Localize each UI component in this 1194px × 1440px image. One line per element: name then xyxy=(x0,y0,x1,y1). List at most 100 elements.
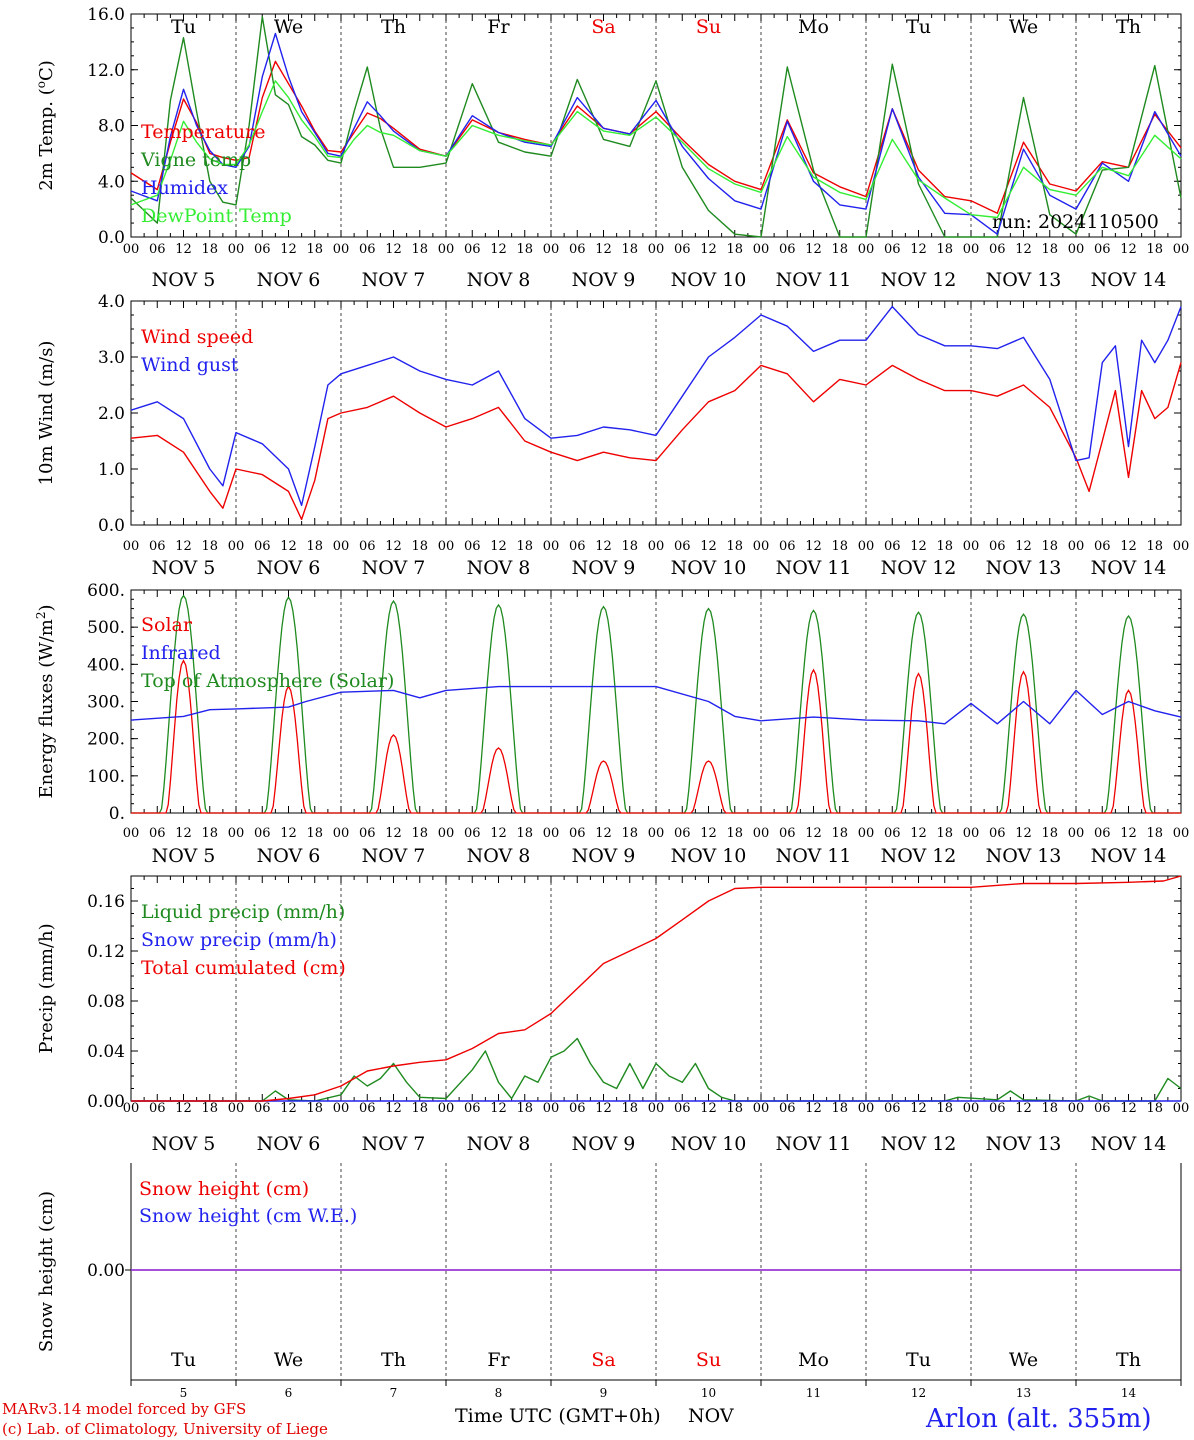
hour-tick-label: 12 xyxy=(1120,539,1137,554)
hour-tick-label: 12 xyxy=(805,539,822,554)
hour-tick-label: 18 xyxy=(411,539,428,554)
hour-tick-label: 06 xyxy=(464,1101,481,1116)
run-annotation: run: 2024110500 xyxy=(992,211,1159,233)
hour-tick-label: 00 xyxy=(648,242,665,257)
hour-tick-label: 18 xyxy=(1146,826,1163,841)
y-tick-label: 12.0 xyxy=(87,61,125,81)
hour-tick-label: 12 xyxy=(280,1101,297,1116)
y-tick-label: 2.0 xyxy=(98,404,125,424)
hour-tick-label: 06 xyxy=(359,1101,376,1116)
hour-tick-label: 00 xyxy=(438,1101,455,1116)
hour-tick-label: 12 xyxy=(700,539,717,554)
hour-tick-label: 00 xyxy=(228,826,245,841)
date-label: NOV 6 xyxy=(257,1133,321,1155)
y-tick-label: 8.0 xyxy=(98,117,125,137)
hour-tick-label: 06 xyxy=(569,242,586,257)
legend-entry: Wind speed xyxy=(141,326,253,348)
hour-tick-label: 18 xyxy=(1041,1101,1058,1116)
date-label: NOV 12 xyxy=(881,845,957,867)
hour-tick-label: 00 xyxy=(543,242,560,257)
legend-entry: Wind gust xyxy=(141,354,239,376)
date-label: NOV 14 xyxy=(1091,557,1167,579)
y-tick-label: 0.08 xyxy=(87,992,125,1012)
y-axis-label: Precip (mm/h) xyxy=(36,923,57,1053)
day-number-label: 14 xyxy=(1121,1386,1137,1400)
hour-tick-label: 12 xyxy=(385,539,402,554)
hour-tick-label: 12 xyxy=(805,242,822,257)
hour-tick-label: 00 xyxy=(333,826,350,841)
y-tick-label: 400. xyxy=(87,655,125,675)
date-label: NOV 10 xyxy=(671,269,747,291)
hour-tick-label: 18 xyxy=(201,539,218,554)
y-tick-label: 0.00 xyxy=(87,1261,125,1281)
day-number-label: 12 xyxy=(911,1386,926,1400)
hour-tick-label: 12 xyxy=(385,242,402,257)
hour-tick-label: 12 xyxy=(595,242,612,257)
legend-entry: Snow precip (mm/h) xyxy=(141,929,337,951)
hour-tick-label: 06 xyxy=(254,242,271,257)
series-liquid-precip-mm-h- xyxy=(131,1037,1182,1102)
hour-tick-label: 18 xyxy=(1041,826,1058,841)
hour-tick-label: 12 xyxy=(910,539,927,554)
hour-tick-label: 00 xyxy=(963,242,980,257)
hour-tick-label: 00 xyxy=(543,1101,560,1116)
hour-tick-label: 00 xyxy=(648,826,665,841)
y-axis-label: Snow height (cm) xyxy=(36,1191,57,1352)
series-dewpoint-temp xyxy=(130,80,1182,219)
hour-tick-label: 00 xyxy=(1068,242,1085,257)
x-axis-label: Time UTC (GMT+0h) xyxy=(455,1405,661,1427)
date-label: NOV 9 xyxy=(572,557,636,579)
hour-tick-label: 06 xyxy=(149,242,166,257)
date-label: NOV 5 xyxy=(152,269,216,291)
weekday-label: Th xyxy=(1116,16,1141,38)
hour-tick-label: 18 xyxy=(621,1101,638,1116)
model-credit: MARv3.14 model forced by GFS xyxy=(2,1400,247,1418)
weekday-label: Tu xyxy=(906,1349,931,1371)
weekday-label: We xyxy=(274,16,303,38)
hour-tick-label: 12 xyxy=(1120,826,1137,841)
hour-tick-label: 00 xyxy=(963,539,980,554)
hour-tick-label: 06 xyxy=(1094,1101,1111,1116)
hour-tick-label: 18 xyxy=(621,539,638,554)
hour-tick-label: 06 xyxy=(464,539,481,554)
legend-entry: Snow height (cm W.E.) xyxy=(139,1205,357,1227)
legend-entry: Total cumulated (cm) xyxy=(141,957,346,979)
date-label: NOV 13 xyxy=(986,1133,1062,1155)
y-axis-label: Energy fluxes (W/m2) xyxy=(34,604,57,798)
hour-tick-label: 06 xyxy=(254,826,271,841)
hour-tick-label: 00 xyxy=(123,242,140,257)
hour-tick-label: 18 xyxy=(411,242,428,257)
hour-tick-label: 00 xyxy=(543,539,560,554)
hour-tick-label: 18 xyxy=(1041,539,1058,554)
y-axis-label: 2m Temp. (oC) xyxy=(34,60,57,191)
hour-tick-label: 00 xyxy=(123,1101,140,1116)
hour-tick-label: 00 xyxy=(228,242,245,257)
hour-tick-label: 06 xyxy=(1094,826,1111,841)
hour-tick-label: 06 xyxy=(779,1101,796,1116)
day-number-label: 13 xyxy=(1016,1386,1031,1400)
y-tick-label: 0.0 xyxy=(98,228,125,248)
series-solar xyxy=(131,659,1181,814)
y-tick-label: 500. xyxy=(87,618,125,638)
hour-tick-label: 12 xyxy=(1120,1101,1137,1116)
hour-tick-label: 06 xyxy=(149,1101,166,1116)
hour-tick-label: 18 xyxy=(831,1101,848,1116)
hour-tick-label: 06 xyxy=(569,826,586,841)
hour-tick-label: 06 xyxy=(989,242,1006,257)
date-label: NOV 12 xyxy=(881,557,957,579)
weekday-label: Fr xyxy=(487,16,510,38)
weekday-label: Sa xyxy=(591,16,615,38)
hour-tick-label: 12 xyxy=(175,826,192,841)
hour-tick-label: 06 xyxy=(779,242,796,257)
hour-tick-label: 18 xyxy=(621,826,638,841)
y-tick-label: 100. xyxy=(87,767,125,787)
hour-tick-label: 00 xyxy=(1173,539,1190,554)
hour-tick-label: 06 xyxy=(149,826,166,841)
series-infrared xyxy=(130,685,1182,725)
date-label: NOV 11 xyxy=(776,1133,852,1155)
date-label: NOV 11 xyxy=(776,845,852,867)
hour-tick-label: 06 xyxy=(674,1101,691,1116)
hour-tick-label: 00 xyxy=(753,539,770,554)
hour-tick-label: 06 xyxy=(779,539,796,554)
